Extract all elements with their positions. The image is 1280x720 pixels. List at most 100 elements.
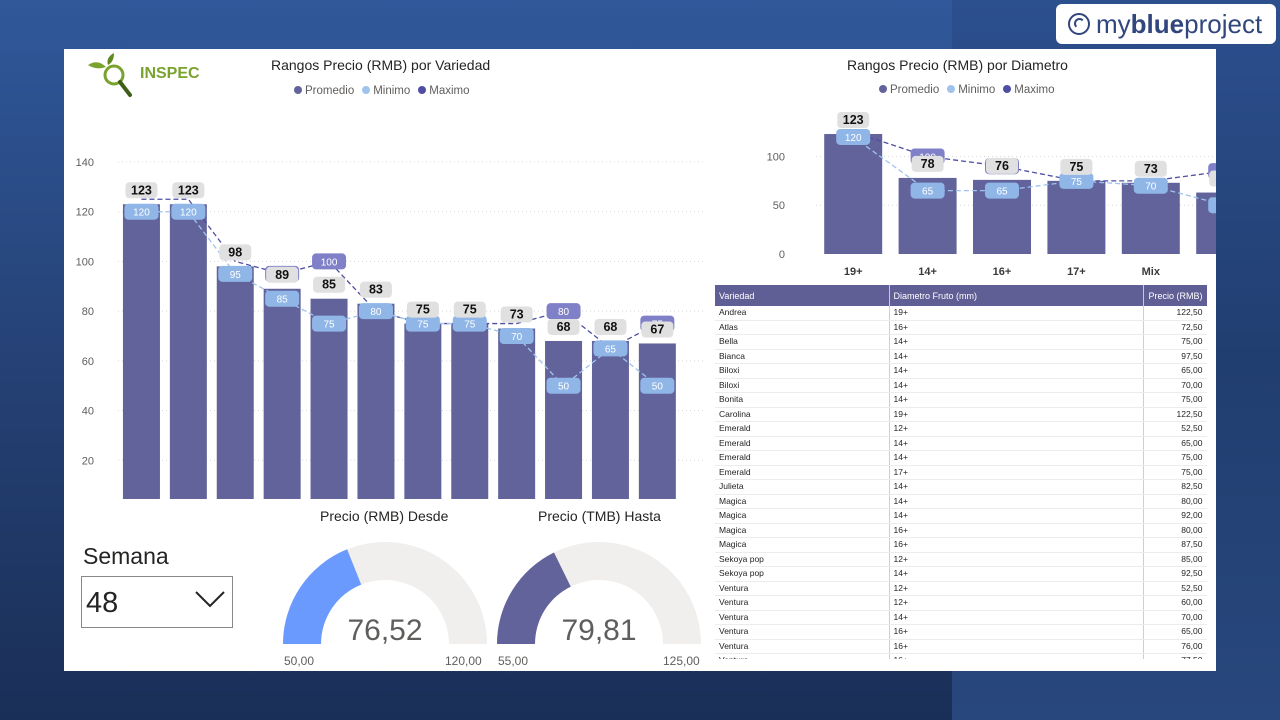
week-slicer-dropdown[interactable]: 48 xyxy=(81,576,233,628)
label-minimo-bg xyxy=(171,203,206,220)
column-header-precio[interactable]: Precio (RMB) xyxy=(1143,285,1207,306)
label-promedio-bg xyxy=(911,155,944,172)
label-promedio-bg xyxy=(125,182,158,199)
legend-item-maximo[interactable]: Maximo xyxy=(1003,84,1055,96)
label-minimo: 80 xyxy=(370,307,382,318)
label-promedio-bg xyxy=(1134,160,1167,177)
table-row[interactable]: Biloxi 14+ 70,00 xyxy=(715,378,1207,393)
legend-item-promedio[interactable]: Promedio xyxy=(294,85,354,97)
brand-name: myblueproject xyxy=(1096,8,1263,39)
table-row[interactable]: Ventura 16+ 65,00 xyxy=(715,624,1207,640)
x-tick-label: Mix xyxy=(1142,266,1161,278)
bar-promedio xyxy=(169,204,207,499)
legend-item-minimo[interactable]: Minimo xyxy=(362,85,410,97)
table-row[interactable]: Magica 14+ 80,00 xyxy=(715,494,1207,509)
y-tick-label: 100 xyxy=(76,256,94,268)
table-row[interactable]: Sekoya pop 12+ 85,00 xyxy=(715,552,1207,567)
y-tick-label: 120 xyxy=(76,207,94,219)
gauge-hasta: 79,81 xyxy=(497,542,701,647)
label-promedio: 73 xyxy=(510,308,524,322)
cell-variedad: Ventura xyxy=(715,581,890,596)
column-header-diametro[interactable]: Diametro Fruto (mm) xyxy=(889,285,1144,306)
table-row[interactable]: Sekoya pop 14+ 92,50 xyxy=(715,566,1207,582)
cell-variedad: Emerald xyxy=(715,436,890,451)
table-row[interactable]: Bianca 14+ 97,50 xyxy=(715,349,1207,364)
label-promedio-bg xyxy=(406,301,439,318)
label-minimo-bg xyxy=(499,328,534,344)
bar-promedio xyxy=(216,266,254,499)
table-row[interactable]: Bonita 14+ 75,00 xyxy=(715,392,1207,408)
cell-variedad: Ventura xyxy=(715,624,890,640)
table-row[interactable]: Magica 16+ 80,00 xyxy=(715,523,1207,538)
chart1-title: Rangos Precio (RMB) por Variedad xyxy=(271,57,491,73)
label-promedio: 89 xyxy=(275,268,289,282)
table-row[interactable]: Ventura 12+ 60,00 xyxy=(715,595,1207,611)
table-row[interactable]: Andrea 19+ 122,50 xyxy=(715,306,1207,321)
price-table[interactable]: Variedad Diametro Fruto (mm) Precio (RMB… xyxy=(715,285,1207,659)
label-promedio: 75 xyxy=(416,303,430,317)
label-minimo-bg xyxy=(218,265,253,282)
table-row[interactable]: Ventura 16+ 76,00 xyxy=(715,639,1207,654)
x-tick-label: 19+ xyxy=(844,266,863,278)
label-minimo-bg xyxy=(910,182,945,199)
cell-variedad: Ventura xyxy=(715,610,890,625)
table-row[interactable]: Magica 16+ 87,50 xyxy=(715,537,1207,553)
bar-promedio xyxy=(451,323,489,499)
table-row[interactable]: Ventura 14+ 70,00 xyxy=(715,610,1207,625)
x-tick-label: 16+ xyxy=(993,266,1012,278)
table-row[interactable]: Julieta 14+ 82,50 xyxy=(715,479,1207,495)
legend-item-maximo[interactable]: Maximo xyxy=(418,85,470,97)
table-row[interactable]: Magica 14+ 92,00 xyxy=(715,508,1207,524)
magnifier-leaf-icon xyxy=(88,53,132,97)
legend-item-minimo[interactable]: Minimo xyxy=(947,84,995,96)
label-maximo: 80 xyxy=(558,307,570,318)
bar-promedio xyxy=(638,343,676,499)
cell-precio: 85,00 xyxy=(1143,552,1207,567)
cell-precio: 122,50 xyxy=(1143,407,1207,422)
cell-precio: 70,00 xyxy=(1143,378,1207,393)
table-row[interactable]: Emerald 12+ 52,50 xyxy=(715,421,1207,437)
label-promedio-bg xyxy=(500,306,533,323)
company-logo: INSPEC xyxy=(84,51,200,99)
y-tick-label: 0 xyxy=(779,249,785,261)
table-row[interactable]: Emerald 14+ 65,00 xyxy=(715,436,1207,451)
label-minimo: 95 xyxy=(230,270,242,281)
label-minimo-bg xyxy=(593,340,628,357)
table-row[interactable]: Emerald 17+ 75,00 xyxy=(715,465,1207,480)
bar-promedio xyxy=(545,340,583,499)
cell-precio: 52,50 xyxy=(1143,421,1207,437)
table-row[interactable]: Ventura 12+ 52,50 xyxy=(715,581,1207,596)
label-minimo: 120 xyxy=(180,208,197,219)
table-row[interactable]: Carolina 19+ 122,50 xyxy=(715,407,1207,422)
cell-variedad: Emerald xyxy=(715,450,890,466)
bar-promedio xyxy=(1121,182,1180,254)
label-minimo: 70 xyxy=(1145,182,1157,193)
cell-variedad: Bella xyxy=(715,334,890,350)
table-row[interactable]: Biloxi 14+ 65,00 xyxy=(715,363,1207,379)
cell-precio: 80,00 xyxy=(1143,494,1207,509)
x-tick-label: 14+ xyxy=(918,266,937,278)
label-promedio-bg xyxy=(986,157,1018,174)
column-header-variedad[interactable]: Variedad xyxy=(715,285,890,306)
bar-promedio xyxy=(824,134,883,254)
week-slicer-label: Semana xyxy=(83,543,169,569)
label-minimo: 65 xyxy=(996,187,1008,198)
label-promedio: 67 xyxy=(650,322,664,336)
cell-diametro: 19+ xyxy=(889,407,1144,422)
label-promedio-bg xyxy=(219,244,252,261)
cell-diametro: 12+ xyxy=(889,421,1144,437)
table-row[interactable]: Emerald 14+ 75,00 xyxy=(715,450,1207,466)
table-row[interactable]: Bella 14+ 75,00 xyxy=(715,334,1207,350)
legend-item-promedio[interactable]: Promedio xyxy=(879,84,939,96)
y-tick-label: 60 xyxy=(82,356,94,368)
label-promedio-bg xyxy=(172,182,205,199)
y-tick-label: 80 xyxy=(82,306,94,318)
table-row[interactable]: Atlas 16+ 72,50 xyxy=(715,320,1207,335)
label-minimo: 85 xyxy=(277,295,289,306)
label-promedio-bg xyxy=(359,281,392,298)
logo-text: INSPEC xyxy=(140,65,200,82)
chevron-down-icon xyxy=(195,591,225,608)
cell-variedad: Julieta xyxy=(715,479,890,495)
gauge-value: 79,81 xyxy=(561,614,636,647)
